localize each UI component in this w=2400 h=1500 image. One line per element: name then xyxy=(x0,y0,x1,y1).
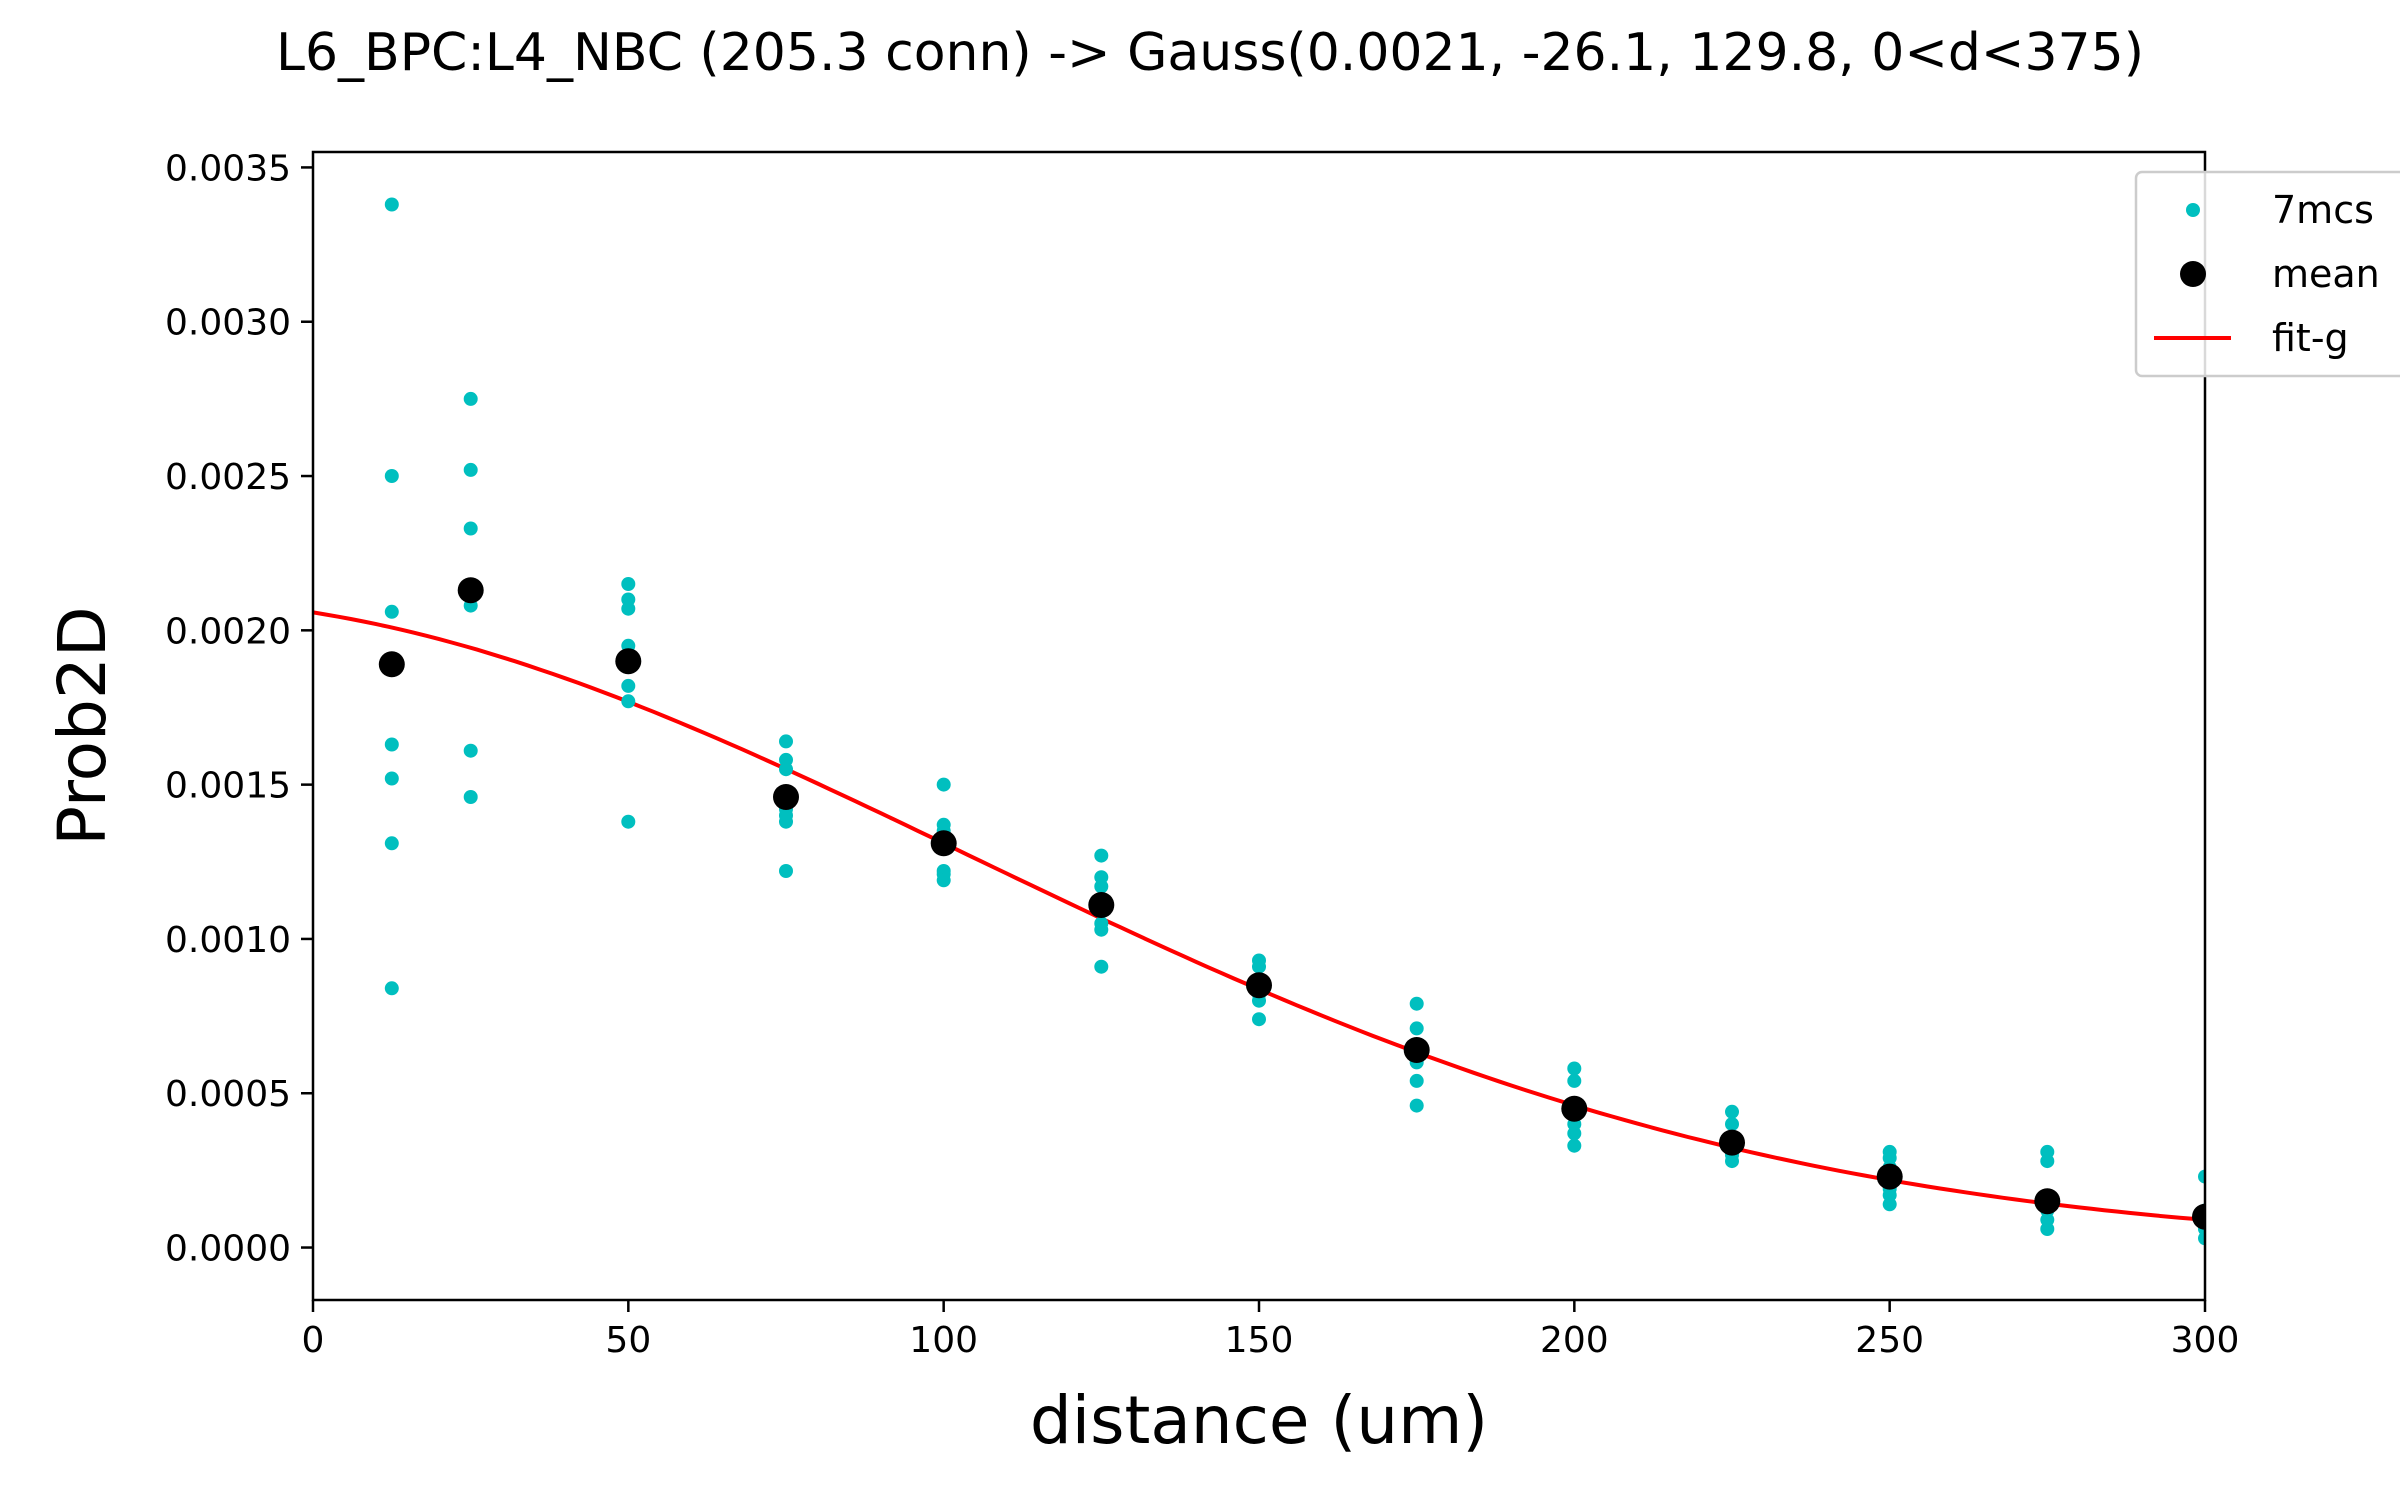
sample-point xyxy=(621,678,636,693)
y-tick-label: 0.0020 xyxy=(165,611,291,652)
mean-point xyxy=(930,830,957,857)
x-axis-label: distance (um) xyxy=(1030,1382,1488,1459)
sample-point xyxy=(779,864,793,878)
sample-point xyxy=(1252,1012,1266,1027)
sample-point xyxy=(463,462,478,477)
mean-point xyxy=(773,784,799,810)
x-tick-label: 200 xyxy=(1540,1320,1609,1361)
sample-point xyxy=(936,873,951,888)
sample-point xyxy=(1567,1126,1582,1141)
sample-point xyxy=(2198,1169,2205,1184)
sample-point xyxy=(1882,1197,1897,1212)
chart-title: L6_BPC:L4_NBC (205.3 conn) -> Gauss(0.00… xyxy=(276,23,2144,83)
mean-point xyxy=(2034,1188,2061,1215)
x-tick-label: 150 xyxy=(1225,1320,1294,1361)
sample-point xyxy=(384,604,399,619)
mean-point xyxy=(1719,1129,1745,1156)
sample-point xyxy=(1567,1061,1582,1076)
sample-point xyxy=(1094,848,1109,863)
sample-point xyxy=(1252,959,1266,974)
y-tick-label: 0.0015 xyxy=(165,766,291,807)
sample-point xyxy=(384,469,399,483)
legend-point-marker xyxy=(2186,203,2200,217)
y-tick-label: 0.0025 xyxy=(165,457,291,498)
sample-point xyxy=(384,771,399,786)
sample-point xyxy=(621,694,636,709)
sample-point xyxy=(1567,1138,1582,1153)
x-tick-label: 300 xyxy=(2171,1320,2240,1361)
sample-point xyxy=(1409,996,1424,1011)
sample-point xyxy=(1409,1073,1424,1088)
x-tick-label: 100 xyxy=(909,1320,978,1361)
sample-point xyxy=(936,777,951,792)
sample-point xyxy=(779,814,793,829)
mean-point xyxy=(378,651,405,678)
sample-point xyxy=(1725,1104,1739,1119)
sample-point xyxy=(1094,922,1109,937)
legend-label: fit-g xyxy=(2272,316,2349,360)
sample-point xyxy=(463,391,478,406)
sample-point xyxy=(1094,959,1109,974)
sample-point xyxy=(779,734,793,749)
sample-point xyxy=(384,197,399,212)
sample-point xyxy=(1725,1117,1739,1132)
sample-point xyxy=(384,737,399,752)
x-tick-label: 0 xyxy=(302,1320,325,1361)
legend-box xyxy=(2134,170,2400,378)
legend-label: 7mcs xyxy=(2272,188,2374,232)
y-tick-label: 0.0005 xyxy=(165,1074,291,1115)
y-tick-label: 0.0000 xyxy=(165,1229,291,1270)
y-tick-label: 0.0035 xyxy=(165,148,291,189)
y-axis-label: Prob2D xyxy=(44,606,121,845)
sample-point xyxy=(463,790,478,804)
mean-point xyxy=(2192,1203,2205,1230)
mean-point xyxy=(1876,1163,1903,1190)
sample-point xyxy=(621,814,636,829)
x-tick-label: 250 xyxy=(1855,1320,1924,1361)
mean-point xyxy=(1403,1037,1430,1063)
axes-frame xyxy=(311,150,2207,1302)
sample-point xyxy=(621,577,636,591)
mean-point xyxy=(457,577,484,604)
sample-point xyxy=(463,521,478,536)
sample-point xyxy=(384,836,399,851)
mean-point xyxy=(1246,972,1272,999)
sample-point xyxy=(1725,1154,1739,1169)
sample-point xyxy=(621,601,636,616)
mean-point xyxy=(1088,892,1115,918)
sample-point xyxy=(2040,1154,2055,1169)
sample-point xyxy=(1409,1098,1424,1113)
plot-area xyxy=(313,197,2205,1246)
sample-point xyxy=(779,762,793,777)
legend-point-marker xyxy=(2180,261,2206,287)
mean-point xyxy=(1561,1095,1588,1122)
legend: 7mcs mean fit-g xyxy=(2134,170,2400,378)
sample-point xyxy=(1409,1021,1424,1036)
sample-point xyxy=(1567,1073,1582,1088)
x-tick-label: 50 xyxy=(605,1320,651,1361)
legend-label: mean xyxy=(2272,252,2380,296)
sample-point xyxy=(2198,1231,2205,1246)
y-tick-label: 0.0030 xyxy=(165,303,291,344)
sample-point xyxy=(463,743,478,758)
fit-line xyxy=(313,610,2205,1222)
y-tick-label: 0.0010 xyxy=(165,920,291,961)
axis-ticks: 0 50 100 150 200 250 300 0.0000 0.0005 0.0010 0.00… xyxy=(165,148,2239,1361)
sample-point xyxy=(1094,879,1109,894)
sample-point xyxy=(2040,1222,2055,1236)
mean-point xyxy=(615,648,642,675)
sample-point xyxy=(384,981,399,996)
